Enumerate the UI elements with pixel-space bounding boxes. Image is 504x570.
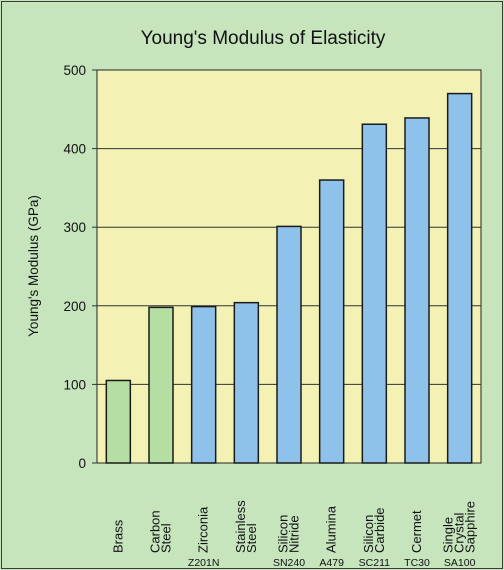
bar <box>105 379 132 464</box>
y-tick-label: 100 <box>63 377 86 392</box>
bar <box>233 301 260 464</box>
x-tick-code-label: TC30 <box>404 557 430 569</box>
x-tick-label: Sapphire <box>463 501 478 553</box>
x-tick-label: Single <box>441 517 456 553</box>
bar <box>404 117 430 464</box>
bar <box>446 92 473 464</box>
x-tick-label: Cermet <box>409 510 424 553</box>
y-tick-label: 200 <box>63 299 86 314</box>
bar <box>276 225 302 464</box>
x-tick-code-label: Z201N <box>188 557 220 569</box>
bar <box>318 179 345 464</box>
x-tick-code-label: SN240 <box>273 557 305 569</box>
x-tick-label: Steel <box>244 523 259 553</box>
chart-title: Young's Modulus of Elasticity <box>141 28 386 49</box>
x-tick-label: Silicon <box>361 515 376 553</box>
x-tick-label: Nitride <box>287 515 302 553</box>
x-tick-label: Carbide <box>372 507 387 553</box>
bars <box>105 92 473 464</box>
x-tick-code-label: A479 <box>319 557 344 569</box>
x-tick-label: Zirconia <box>196 506 211 553</box>
y-tick-label: 300 <box>63 220 86 235</box>
y-tick-label: 400 <box>63 142 86 157</box>
x-tick-label: Silicon <box>276 515 291 553</box>
x-tick-code-label: SC211 <box>359 557 390 569</box>
bar <box>148 306 174 464</box>
x-tick-code-label: SA100 <box>444 557 476 569</box>
x-tick-label: Carbon <box>148 510 163 553</box>
y-tick-label: 0 <box>78 456 86 471</box>
x-tick-label: Stainless <box>233 500 248 553</box>
bar <box>361 123 388 464</box>
y-axis-label: Young's Modulus (GPa) <box>26 195 41 337</box>
x-tick-label: Crystal <box>452 512 467 553</box>
y-axis-ticks: 0 100 200 300 400 500 <box>63 63 97 471</box>
x-tick-label: Steel <box>159 523 174 553</box>
x-tick-label: Alumina <box>324 505 339 553</box>
y-tick-label: 500 <box>63 63 86 78</box>
bar <box>190 305 217 464</box>
x-tick-label: Brass <box>110 519 125 553</box>
